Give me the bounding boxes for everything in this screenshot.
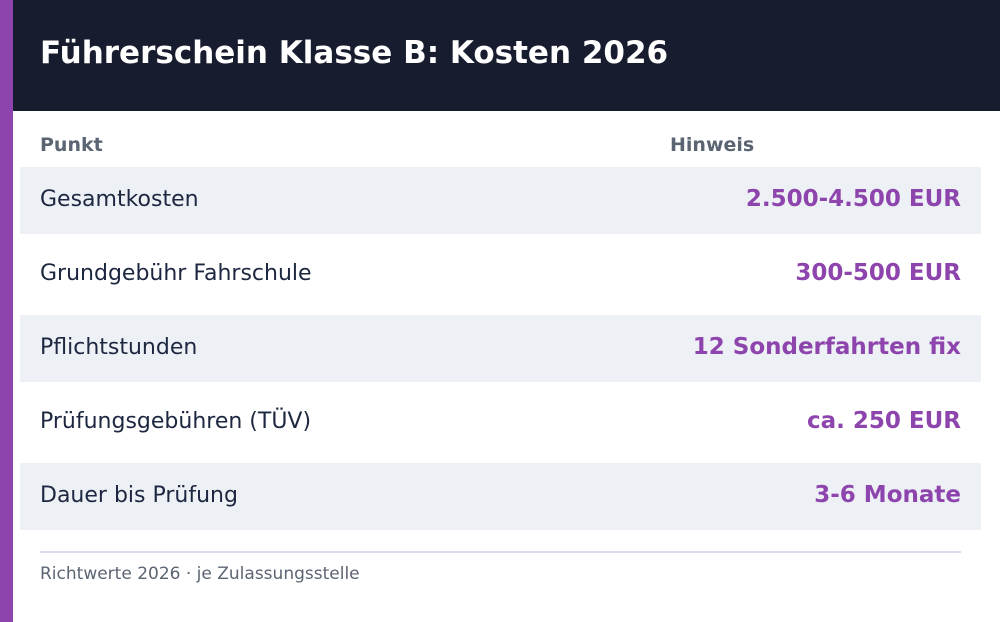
page-header: Führerschein Klasse B: Kosten 2026	[13, 0, 1000, 111]
row-label: Prüfungsgebühren (TÜV)	[40, 409, 312, 434]
column-header-punkt: Punkt	[40, 134, 103, 156]
footer-divider	[40, 551, 961, 553]
table-row: Dauer bis Prüfung 3-6 Monate	[20, 463, 981, 537]
table-row: Pflichtstunden 12 Sonderfahrten fix	[20, 315, 981, 389]
footer-note: Richtwerte 2026 · je Zulassungsstelle	[40, 564, 360, 584]
cost-table: Gesamtkosten 2.500-4.500 EUR Grundgebühr…	[20, 167, 981, 537]
table-row: Prüfungsgebühren (TÜV) ca. 250 EUR	[20, 389, 981, 463]
table-row: Gesamtkosten 2.500-4.500 EUR	[20, 167, 981, 241]
row-value: 3-6 Monate	[814, 482, 961, 508]
row-label: Dauer bis Prüfung	[40, 483, 238, 508]
row-value: 2.500-4.500 EUR	[745, 186, 961, 212]
row-label: Grundgebühr Fahrschule	[40, 261, 312, 286]
accent-bar	[0, 0, 13, 622]
row-value: ca. 250 EUR	[806, 408, 961, 434]
table-row: Grundgebühr Fahrschule 300-500 EUR	[20, 241, 981, 315]
row-value: 12 Sonderfahrten fix	[692, 334, 961, 360]
row-label: Gesamtkosten	[40, 187, 199, 212]
row-label: Pflichtstunden	[40, 335, 198, 360]
column-header-hinweis: Hinweis	[670, 134, 755, 156]
row-value: 300-500 EUR	[795, 260, 961, 286]
page-title: Führerschein Klasse B: Kosten 2026	[40, 35, 669, 71]
